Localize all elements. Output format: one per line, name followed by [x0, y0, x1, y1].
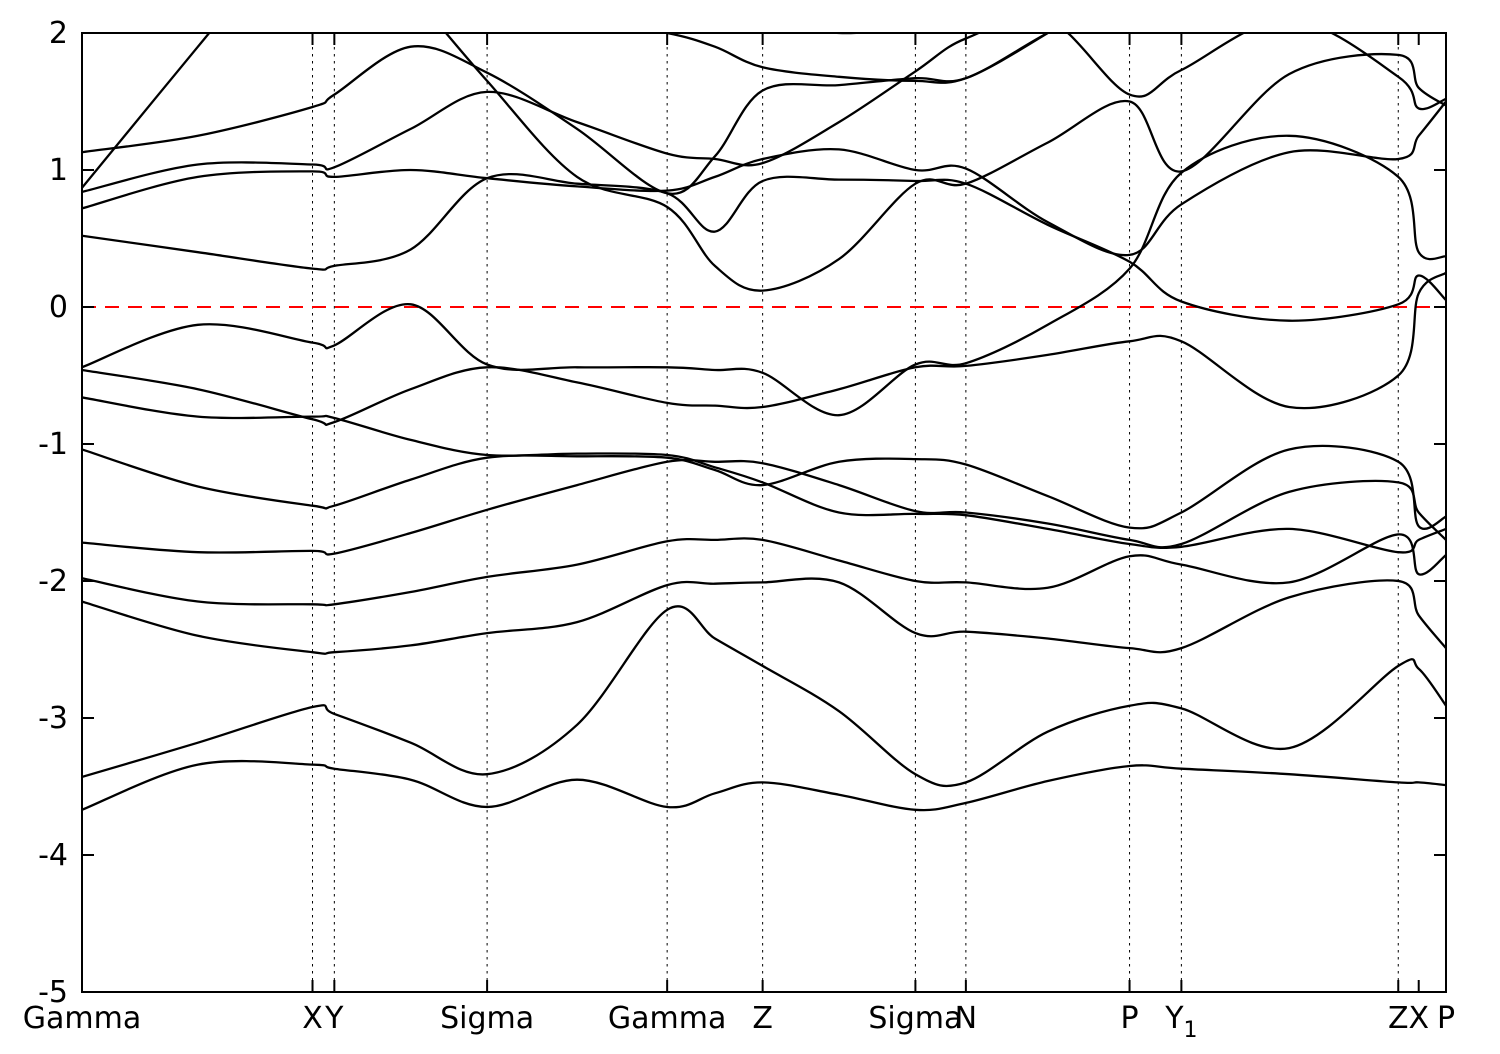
y-tick-label-1: 1	[49, 153, 68, 188]
plot-border	[81, 32, 1447, 993]
y-tick-label--2: -2	[38, 564, 68, 599]
kpoint-label-y1: Y1	[1164, 1001, 1197, 1043]
kpoint-label-sigma: Sigma	[440, 1001, 534, 1036]
band-curve-7	[82, 396, 1446, 554]
border-rect	[81, 32, 1447, 993]
kpoint-label-x: X	[302, 1001, 323, 1036]
kpoint-label-x: X	[1408, 1001, 1429, 1036]
y-tick-label--4: -4	[38, 838, 68, 873]
kpoint-label-sigma: Sigma	[868, 1001, 962, 1036]
axis-ticks	[81, 32, 1447, 993]
kpoint-label-z: Z	[1388, 1001, 1409, 1036]
y-tick-label-0: 0	[49, 290, 68, 325]
kpoint-label-gamma: Gamma	[23, 1001, 141, 1036]
y-tick-label-2: 2	[49, 16, 68, 51]
band-curve-16	[825, 33, 870, 35]
band-curve-3	[82, 577, 1446, 655]
band-curve-2	[82, 605, 1446, 788]
kpoint-label-p: P	[1437, 1001, 1455, 1036]
band-curve-12	[82, 33, 1446, 194]
band-curve-1	[82, 759, 1446, 812]
band-curve-8	[82, 134, 1446, 417]
band-curve-11	[82, 100, 1446, 257]
band-curve-13	[82, 33, 1446, 292]
band-curve-6	[82, 444, 1446, 530]
band-curve-9	[82, 271, 1446, 427]
band-curve-14	[82, 33, 1446, 195]
vertical-gridlines	[312, 33, 1399, 992]
band-curve-4	[82, 533, 1446, 607]
y-tick-label--5: -5	[38, 975, 68, 1010]
kpoint-label-y: Y	[324, 1001, 344, 1036]
band-curve-15	[660, 33, 1050, 84]
band-curves	[82, 33, 1446, 812]
kpoint-label-p: P	[1121, 1001, 1139, 1036]
kpoint-label-gamma: Gamma	[608, 1001, 726, 1036]
y-tick-label--3: -3	[38, 701, 68, 736]
kpoint-label-n: N	[955, 1001, 977, 1036]
y-axis-tick-labels: 2 1 0 -1 -2 -3 -4 -5	[38, 16, 68, 1010]
band-curve-10	[82, 172, 1446, 322]
y-tick-label--1: -1	[38, 427, 68, 462]
kpoint-label-z: Z	[752, 1001, 773, 1036]
